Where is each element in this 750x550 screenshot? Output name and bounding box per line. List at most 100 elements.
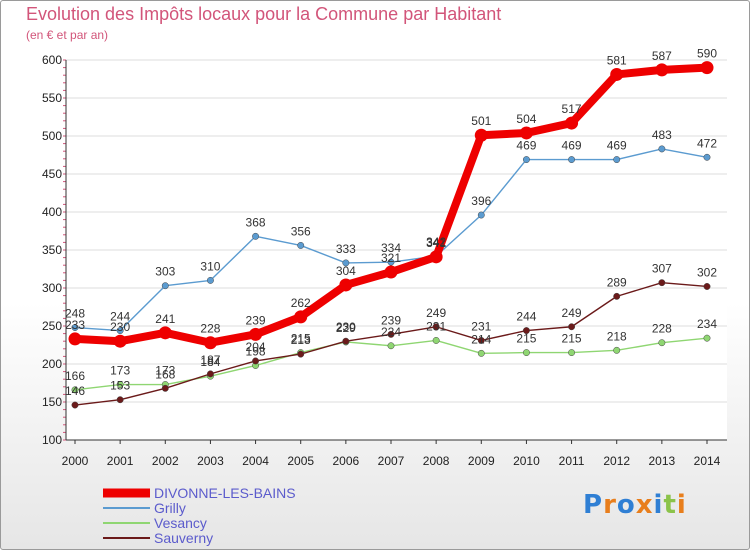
x-tick-label: 2011 xyxy=(559,454,585,468)
logo-letter: x xyxy=(635,490,654,520)
data-point xyxy=(613,346,621,354)
data-label: 184 xyxy=(200,355,220,369)
data-point xyxy=(522,349,530,357)
x-tick-label: 2010 xyxy=(513,454,540,468)
data-label: 204 xyxy=(246,340,266,354)
data-label: 231 xyxy=(471,319,491,333)
data-label: 215 xyxy=(291,332,311,346)
data-label: 168 xyxy=(155,367,175,381)
legend-label: Grilly xyxy=(154,500,186,516)
y-tick-label: 200 xyxy=(42,357,62,371)
x-tick-label: 2005 xyxy=(287,454,314,468)
data-point xyxy=(568,323,576,331)
data-point xyxy=(161,282,169,290)
data-label: 303 xyxy=(155,265,175,279)
data-point xyxy=(477,349,485,357)
data-label: 146 xyxy=(65,384,85,398)
data-point xyxy=(613,156,621,164)
data-label: 233 xyxy=(65,318,85,332)
data-point xyxy=(655,63,669,77)
data-point xyxy=(429,250,443,264)
data-point xyxy=(116,381,124,388)
data-label: 334 xyxy=(381,241,401,255)
data-point xyxy=(519,126,533,140)
data-label: 581 xyxy=(607,53,627,67)
y-tick-label: 500 xyxy=(42,129,62,143)
data-label: 321 xyxy=(381,251,401,265)
data-label: 229 xyxy=(336,321,356,335)
data-point xyxy=(477,336,485,344)
data-label: 234 xyxy=(697,317,717,331)
data-label: 248 xyxy=(65,307,85,321)
data-label: 241 xyxy=(155,312,175,326)
data-point xyxy=(658,145,666,153)
data-label: 228 xyxy=(200,322,220,336)
data-point xyxy=(68,332,82,346)
data-point xyxy=(339,278,353,292)
data-point xyxy=(342,259,350,267)
data-point xyxy=(565,116,579,130)
data-label: 396 xyxy=(471,194,491,208)
data-point xyxy=(203,336,217,350)
data-point xyxy=(432,323,440,331)
y-tick-label: 150 xyxy=(42,395,62,409)
data-label: 249 xyxy=(426,306,446,320)
data-label: 587 xyxy=(652,49,672,63)
x-tick-label: 2013 xyxy=(649,454,676,468)
data-label: 504 xyxy=(516,112,536,126)
chart-title: Evolution des Impôts locaux pour la Comm… xyxy=(26,4,502,24)
data-point xyxy=(158,326,172,340)
data-label: 230 xyxy=(336,320,356,334)
data-label: 289 xyxy=(607,275,627,289)
x-tick-label: 2009 xyxy=(468,454,495,468)
data-label: 469 xyxy=(516,139,536,153)
data-label: 239 xyxy=(246,313,266,327)
logo-letter: i xyxy=(676,490,687,520)
proxiti-logo: Proxiti xyxy=(583,490,687,520)
logo-letter: i xyxy=(653,490,664,520)
data-point xyxy=(71,324,79,331)
x-tick-label: 2008 xyxy=(423,454,450,468)
data-point xyxy=(703,283,711,290)
x-tick-label: 2007 xyxy=(378,454,405,468)
x-tick-label: 2012 xyxy=(603,454,630,468)
data-label: 333 xyxy=(336,242,356,256)
data-point xyxy=(116,396,124,404)
y-tick-label: 250 xyxy=(42,319,62,333)
data-point xyxy=(116,327,124,335)
data-label: 590 xyxy=(697,47,717,61)
data-label: 215 xyxy=(516,332,536,346)
y-tick-label: 450 xyxy=(42,167,62,181)
data-point xyxy=(161,384,169,392)
data-label: 230 xyxy=(110,320,130,334)
y-tick-label: 100 xyxy=(42,433,62,447)
data-point xyxy=(113,334,127,348)
data-label: 469 xyxy=(607,139,627,153)
data-point xyxy=(252,357,260,365)
data-point xyxy=(294,310,308,324)
data-label: 302 xyxy=(697,265,717,279)
data-label: 187 xyxy=(200,353,220,367)
y-tick-label: 400 xyxy=(42,205,62,219)
data-label: 166 xyxy=(65,369,85,383)
data-point xyxy=(568,156,576,164)
data-label: 244 xyxy=(516,310,536,324)
data-label: 341 xyxy=(426,236,446,250)
legend-label: Vesancy xyxy=(154,515,207,531)
data-label: 198 xyxy=(246,345,266,359)
legend-label: Sauverny xyxy=(154,530,213,546)
data-point xyxy=(297,241,305,249)
data-point xyxy=(71,386,79,394)
data-point xyxy=(387,258,395,266)
data-point xyxy=(384,265,398,279)
x-tick-label: 2000 xyxy=(62,454,89,468)
y-tick-label: 600 xyxy=(42,53,62,67)
data-label: 307 xyxy=(652,262,672,276)
data-point xyxy=(387,342,395,350)
data-point xyxy=(703,153,711,161)
logo-letter: t xyxy=(663,490,677,520)
data-label: 218 xyxy=(607,329,627,343)
x-tick-label: 2004 xyxy=(242,454,269,468)
data-point xyxy=(658,279,666,287)
